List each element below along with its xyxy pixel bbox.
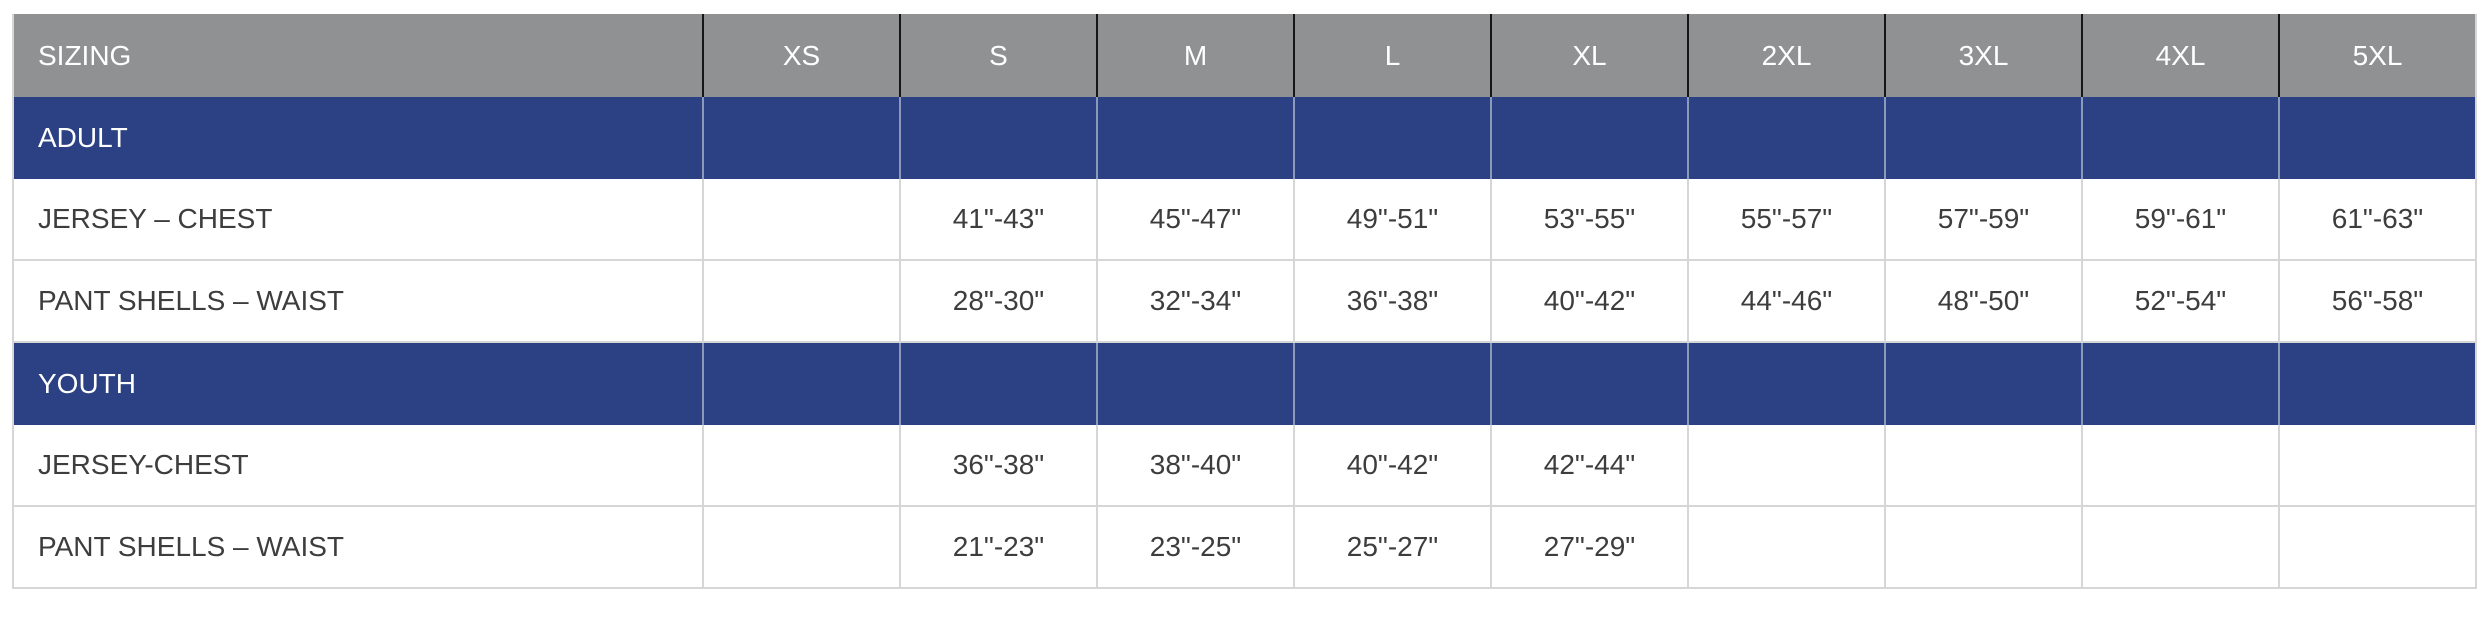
value-cell: 49"-51": [1295, 179, 1492, 261]
section-empty-cell: [1295, 343, 1492, 425]
value-cell: 52"-54": [2083, 261, 2280, 343]
value-cell: 45"-47": [1098, 179, 1295, 261]
row-label-cell: PANT SHELLS – WAIST: [12, 261, 704, 343]
row-label-cell: JERSEY – CHEST: [12, 179, 704, 261]
value-cell: 27"-29": [1492, 507, 1689, 589]
section-empty-cell: [1689, 343, 1886, 425]
section-empty-cell: [704, 343, 901, 425]
value-cell: [1689, 425, 1886, 507]
section-row: YOUTH: [12, 343, 2477, 425]
row-label-cell: JERSEY-CHEST: [12, 425, 704, 507]
value-cell: [2083, 425, 2280, 507]
sizing-table-header: SIZING XS S M L XL 2XL 3XL 4XL 5XL: [12, 14, 2477, 97]
value-cell: [2280, 425, 2477, 507]
value-cell: 41"-43": [901, 179, 1098, 261]
value-cell: 28"-30": [901, 261, 1098, 343]
section-empty-cell: [1492, 343, 1689, 425]
value-cell: [1886, 425, 2083, 507]
value-cell: [2280, 507, 2477, 589]
section-row: ADULT: [12, 97, 2477, 179]
value-cell: [2083, 507, 2280, 589]
section-empty-cell: [1689, 97, 1886, 179]
header-cell-size: L: [1295, 14, 1492, 97]
value-cell: 40"-42": [1492, 261, 1689, 343]
value-cell: [1886, 507, 2083, 589]
value-cell: 48"-50": [1886, 261, 2083, 343]
section-empty-cell: [901, 97, 1098, 179]
section-title-cell: YOUTH: [12, 343, 704, 425]
value-cell: [1689, 507, 1886, 589]
value-cell: [704, 261, 901, 343]
sizing-table: SIZING XS S M L XL 2XL 3XL 4XL 5XL ADULT JERSEY – …: [12, 14, 2477, 589]
value-cell: 21"-23": [901, 507, 1098, 589]
value-cell: [704, 179, 901, 261]
section-empty-cell: [2083, 97, 2280, 179]
header-cell-sizing: SIZING: [12, 14, 704, 97]
section-empty-cell: [2280, 343, 2477, 425]
header-cell-size: 2XL: [1689, 14, 1886, 97]
data-row: PANT SHELLS – WAIST 28"-30" 32"-34" 36"-38"…: [12, 261, 2477, 343]
value-cell: 44"-46": [1689, 261, 1886, 343]
value-cell: [704, 425, 901, 507]
header-cell-size: 3XL: [1886, 14, 2083, 97]
value-cell: 38"-40": [1098, 425, 1295, 507]
header-cell-size: XL: [1492, 14, 1689, 97]
value-cell: 56"-58": [2280, 261, 2477, 343]
section-empty-cell: [1098, 343, 1295, 425]
value-cell: 32"-34": [1098, 261, 1295, 343]
section-empty-cell: [1886, 97, 2083, 179]
sizing-table-body: ADULT JERSEY – CHEST 41"-43" 45"-47" 49"-51"…: [12, 97, 2477, 589]
value-cell: 40"-42": [1295, 425, 1492, 507]
section-empty-cell: [901, 343, 1098, 425]
value-cell: 57"-59": [1886, 179, 2083, 261]
value-cell: [704, 507, 901, 589]
section-title-cell: ADULT: [12, 97, 704, 179]
header-row: SIZING XS S M L XL 2XL 3XL 4XL 5XL: [12, 14, 2477, 97]
row-label-cell: PANT SHELLS – WAIST: [12, 507, 704, 589]
header-cell-size: M: [1098, 14, 1295, 97]
section-empty-cell: [2280, 97, 2477, 179]
value-cell: 36"-38": [901, 425, 1098, 507]
value-cell: 36"-38": [1295, 261, 1492, 343]
header-cell-size: 4XL: [2083, 14, 2280, 97]
header-cell-size: S: [901, 14, 1098, 97]
section-empty-cell: [1098, 97, 1295, 179]
header-cell-size: 5XL: [2280, 14, 2477, 97]
section-empty-cell: [704, 97, 901, 179]
section-empty-cell: [2083, 343, 2280, 425]
value-cell: 42"-44": [1492, 425, 1689, 507]
value-cell: 55"-57": [1689, 179, 1886, 261]
data-row: JERSEY-CHEST 36"-38" 38"-40" 40"-42" 42"-44": [12, 425, 2477, 507]
header-cell-size: XS: [704, 14, 901, 97]
value-cell: 59"-61": [2083, 179, 2280, 261]
value-cell: 53"-55": [1492, 179, 1689, 261]
value-cell: 61"-63": [2280, 179, 2477, 261]
data-row: JERSEY – CHEST 41"-43" 45"-47" 49"-51" 53"-5…: [12, 179, 2477, 261]
data-row: PANT SHELLS – WAIST 21"-23" 23"-25" 25"-27"…: [12, 507, 2477, 589]
value-cell: 25"-27": [1295, 507, 1492, 589]
value-cell: 23"-25": [1098, 507, 1295, 589]
section-empty-cell: [1492, 97, 1689, 179]
section-empty-cell: [1886, 343, 2083, 425]
section-empty-cell: [1295, 97, 1492, 179]
